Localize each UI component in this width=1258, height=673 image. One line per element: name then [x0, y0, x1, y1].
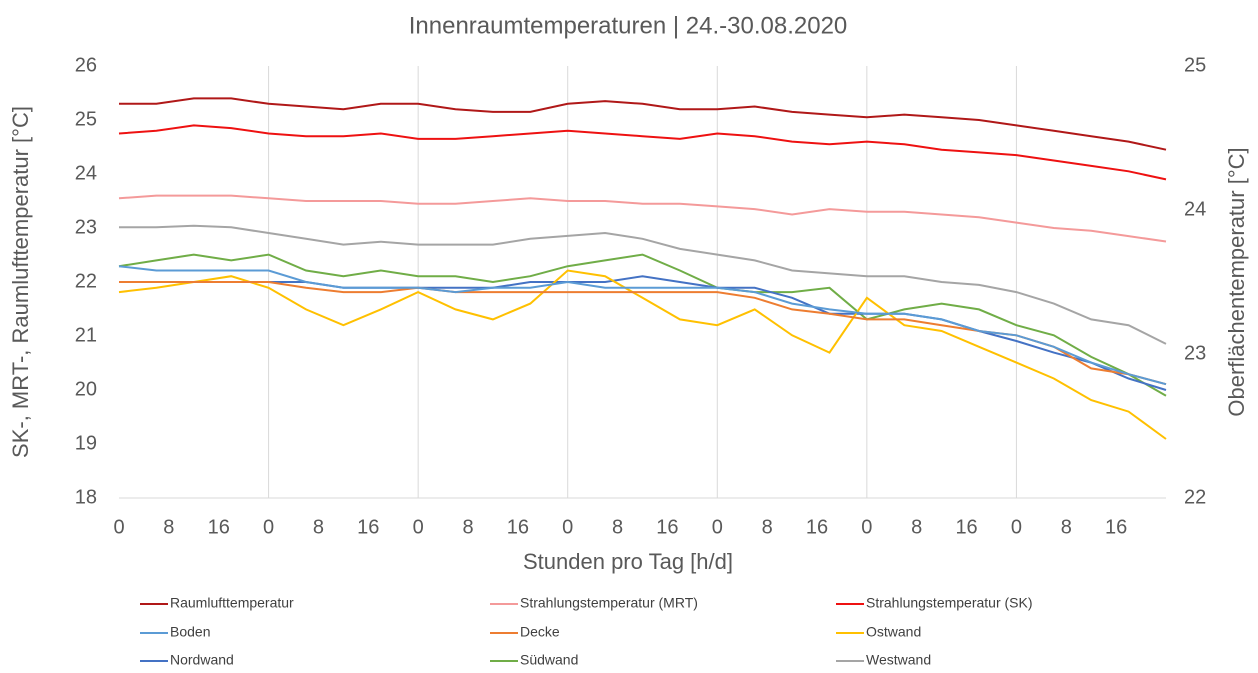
y2-tick-label: 25 — [1184, 54, 1206, 76]
x-tick-label: 0 — [562, 516, 573, 538]
x-tick-label: 8 — [462, 516, 473, 538]
series-line — [119, 97, 1167, 151]
y-tick-label: 18 — [75, 486, 97, 508]
legend-label: Boden — [170, 624, 210, 640]
legend-label: Raumlufttemperatur — [170, 595, 294, 611]
x-tick-label: 0 — [263, 516, 274, 538]
x-tick-label: 8 — [163, 516, 174, 538]
series-line — [118, 265, 1167, 386]
y-tick-label: 20 — [75, 378, 97, 400]
series-line — [119, 275, 1167, 391]
legend-label: Nordwand — [170, 652, 234, 668]
x-tick-label: 16 — [806, 516, 828, 538]
y-tick-label: 19 — [75, 432, 97, 454]
x-tick-label: 16 — [208, 516, 230, 538]
legend-label: Westwand — [866, 652, 931, 668]
series-line — [119, 224, 1167, 345]
y2-tick-label: 22 — [1184, 486, 1206, 508]
x-tick-label: 0 — [861, 516, 872, 538]
legend-label: Strahlungstemperatur (MRT) — [520, 595, 698, 611]
y-tick-label: 22 — [75, 270, 97, 292]
x-tick-label: 0 — [113, 516, 124, 538]
x-tick-label: 8 — [762, 516, 773, 538]
y-tick-label: 21 — [75, 324, 97, 346]
y-axis-label: SK-, MRT-, Raumlufttemperatur [°C] — [8, 106, 33, 458]
x-tick-label: 8 — [612, 516, 623, 538]
x-tick-label: 8 — [911, 516, 922, 538]
y-tick-label: 26 — [75, 54, 97, 76]
x-tick-label: 8 — [1061, 516, 1072, 538]
x-axis-label: Stunden pro Tag [h/d] — [523, 549, 733, 574]
y-tick-label: 24 — [75, 162, 97, 184]
series-line — [118, 269, 1167, 440]
y2-tick-label: 24 — [1184, 198, 1206, 220]
x-tick-label: 0 — [413, 516, 424, 538]
y-tick-label: 23 — [75, 216, 97, 238]
y2-tick-label: 23 — [1184, 342, 1206, 364]
chart-title: Innenraumtemperaturen | 24.-30.08.2020 — [409, 12, 848, 39]
series-line — [118, 253, 1167, 397]
x-tick-label: 0 — [712, 516, 723, 538]
x-tick-label: 16 — [357, 516, 379, 538]
x-tick-label: 16 — [955, 516, 977, 538]
y2-axis-label: Oberflächentemperatur [°C] — [1224, 147, 1249, 416]
x-tick-label: 0 — [1011, 516, 1022, 538]
legend-label: Strahlungstemperatur (SK) — [866, 595, 1033, 611]
x-tick-label: 16 — [1105, 516, 1127, 538]
y-tick-label: 25 — [75, 108, 97, 130]
legend-label: Decke — [520, 624, 560, 640]
x-tick-label: 8 — [313, 516, 324, 538]
legend-label: Ostwand — [866, 624, 921, 640]
legend-label: Südwand — [520, 652, 578, 668]
series-line — [118, 194, 1167, 243]
x-tick-label: 16 — [507, 516, 529, 538]
series-line — [118, 124, 1167, 181]
x-tick-label: 16 — [656, 516, 678, 538]
